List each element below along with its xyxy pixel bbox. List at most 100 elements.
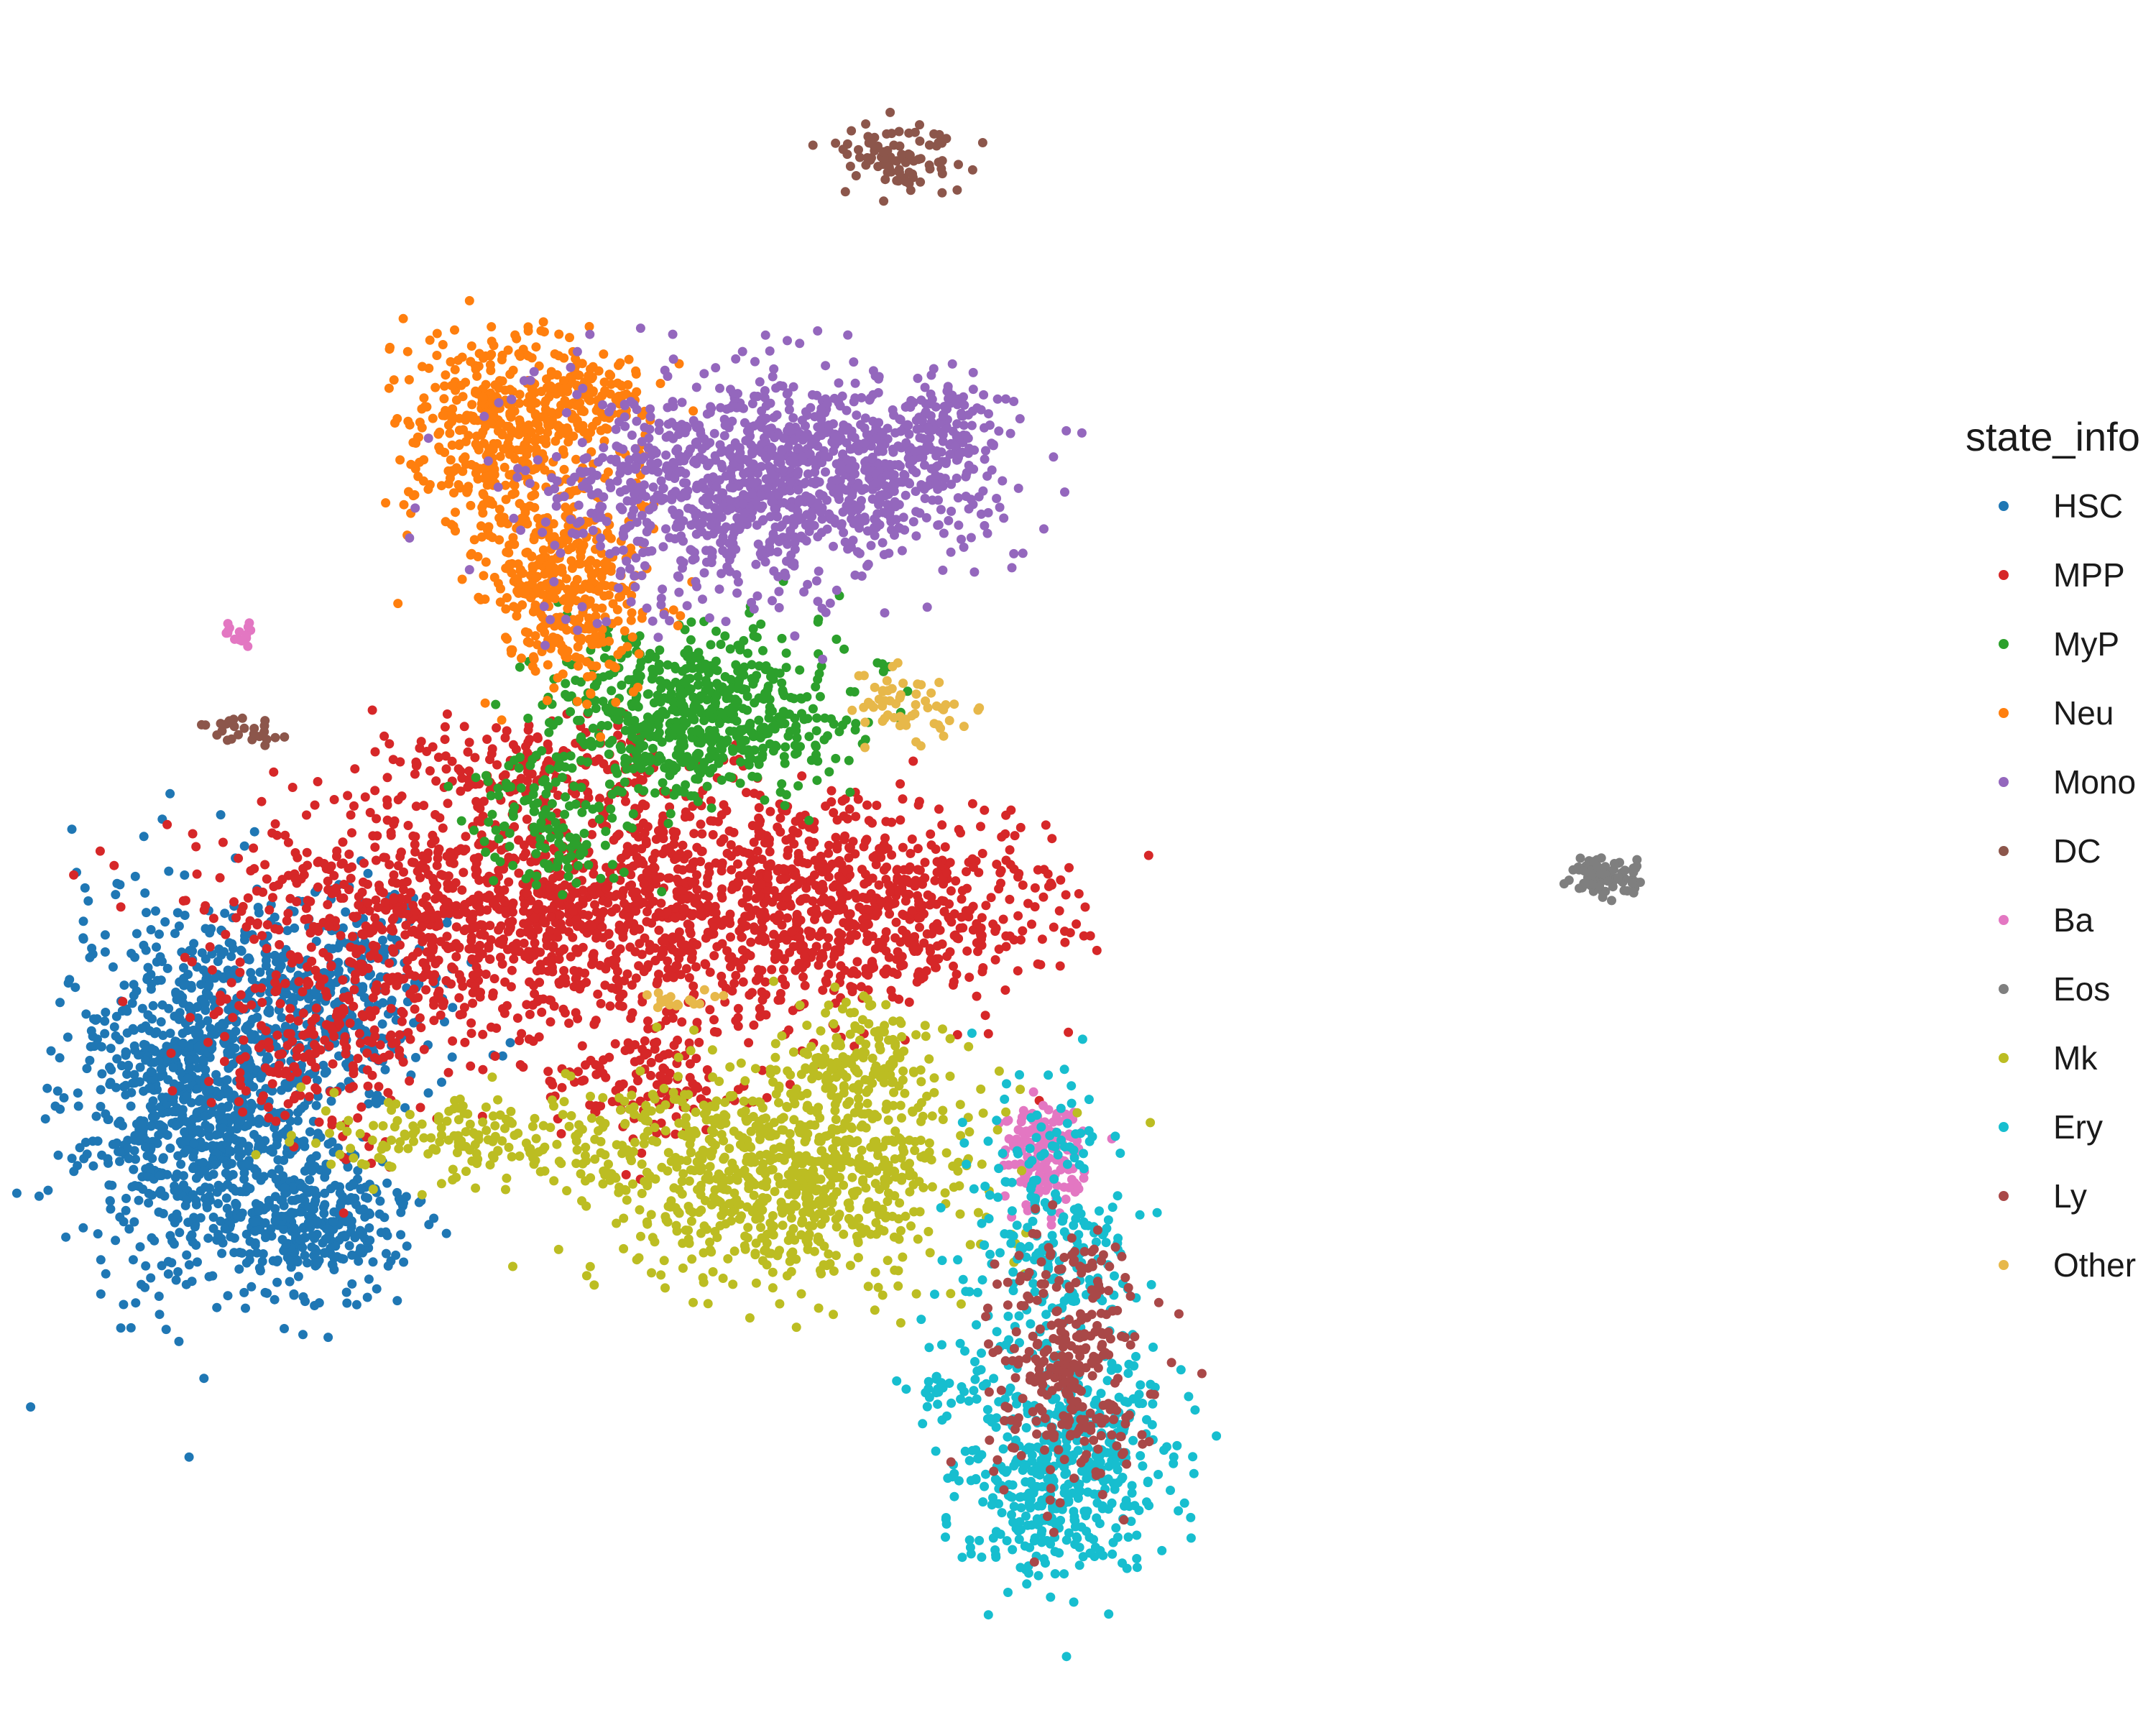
point-mpp xyxy=(645,945,655,955)
point-mpp xyxy=(466,1061,476,1071)
point-mpp xyxy=(451,901,461,911)
point-hsc xyxy=(160,917,170,927)
point-myp xyxy=(609,706,619,716)
point-hsc xyxy=(183,970,193,980)
point-mpp xyxy=(942,868,952,878)
point-hsc xyxy=(81,1009,91,1019)
point-mpp xyxy=(882,862,892,872)
point-mpp xyxy=(973,947,982,957)
point-hsc xyxy=(179,980,189,990)
point-hsc xyxy=(437,1077,446,1087)
point-hsc xyxy=(188,1152,198,1162)
point-hsc xyxy=(226,1232,236,1242)
point-mpp xyxy=(737,932,747,942)
point-mpp xyxy=(688,981,699,991)
point-mpp xyxy=(652,979,662,989)
point-myp xyxy=(735,641,745,651)
point-mpp xyxy=(1074,889,1084,898)
point-mpp xyxy=(167,1086,178,1096)
point-hsc xyxy=(289,1223,299,1233)
point-mpp xyxy=(767,965,777,975)
point-myp xyxy=(484,817,494,827)
point-mpp xyxy=(201,901,211,911)
point-myp xyxy=(699,716,709,725)
point-hsc xyxy=(144,1198,154,1208)
point-myp xyxy=(791,721,801,731)
point-mpp xyxy=(456,786,466,796)
point-hsc xyxy=(320,1200,330,1210)
point-mpp xyxy=(642,822,653,832)
point-mpp xyxy=(302,847,312,857)
point-mpp xyxy=(611,954,621,965)
point-mpp xyxy=(913,800,923,810)
point-hsc xyxy=(96,1085,106,1095)
point-myp xyxy=(545,764,555,774)
point-hsc xyxy=(400,1103,410,1113)
point-hsc xyxy=(323,1139,333,1149)
point-mpp xyxy=(413,993,423,1003)
point-hsc xyxy=(53,1150,63,1160)
point-mpp xyxy=(485,921,495,931)
point-myp xyxy=(777,678,787,688)
point-myp xyxy=(722,694,732,704)
point-mpp xyxy=(323,900,333,910)
point-mpp xyxy=(980,805,990,815)
point-mpp xyxy=(238,901,248,911)
point-hsc xyxy=(145,1083,155,1093)
point-hsc xyxy=(115,1156,124,1167)
point-hsc xyxy=(270,1294,280,1305)
point-mpp xyxy=(600,980,610,990)
point-mpp xyxy=(374,880,384,891)
point-myp xyxy=(566,707,576,717)
point-mpp xyxy=(615,944,625,954)
point-mpp xyxy=(791,870,801,880)
point-mpp xyxy=(320,1035,330,1045)
point-mpp xyxy=(1005,845,1015,855)
point-mpp xyxy=(859,923,869,933)
point-myp xyxy=(607,813,617,823)
point-hsc xyxy=(106,1065,116,1075)
point-mpp xyxy=(885,887,895,897)
point-mpp xyxy=(363,879,372,889)
point-hsc xyxy=(195,1213,206,1223)
point-mpp xyxy=(357,960,367,969)
point-mpp xyxy=(726,932,735,942)
point-hsc xyxy=(156,975,166,985)
point-hsc xyxy=(399,1257,409,1267)
point-myp xyxy=(671,750,681,760)
point-mpp xyxy=(363,898,373,908)
point-mpp xyxy=(920,857,930,868)
point-mpp xyxy=(845,909,855,919)
point-mpp xyxy=(881,927,891,937)
point-mpp xyxy=(360,792,370,802)
point-hsc xyxy=(298,1292,308,1302)
point-mpp xyxy=(673,933,683,943)
point-hsc xyxy=(225,970,235,980)
point-mpp xyxy=(761,1010,771,1020)
point-mpp xyxy=(387,923,397,933)
point-hsc xyxy=(279,1224,289,1234)
point-hsc xyxy=(67,1154,77,1164)
point-mpp xyxy=(554,871,564,881)
point-mpp xyxy=(188,829,198,839)
point-mpp xyxy=(754,803,764,813)
point-myp xyxy=(491,699,501,709)
point-hsc xyxy=(80,1137,91,1147)
point-mpp xyxy=(484,943,494,953)
point-myp xyxy=(528,755,538,765)
point-myp xyxy=(681,719,691,728)
point-mpp xyxy=(592,929,602,939)
point-mpp xyxy=(518,1062,528,1072)
point-mpp xyxy=(443,871,453,881)
point-mpp xyxy=(1143,850,1153,860)
point-hsc xyxy=(106,1204,116,1214)
point-mpp xyxy=(872,908,883,918)
point-mpp xyxy=(405,1076,415,1086)
point-mpp xyxy=(397,1016,407,1026)
point-hsc xyxy=(175,1008,185,1018)
point-hsc xyxy=(155,1310,165,1320)
point-mpp xyxy=(216,996,226,1006)
point-mpp xyxy=(402,964,413,974)
point-mpp xyxy=(468,894,478,904)
umap-scatter-plot xyxy=(11,107,1645,1662)
